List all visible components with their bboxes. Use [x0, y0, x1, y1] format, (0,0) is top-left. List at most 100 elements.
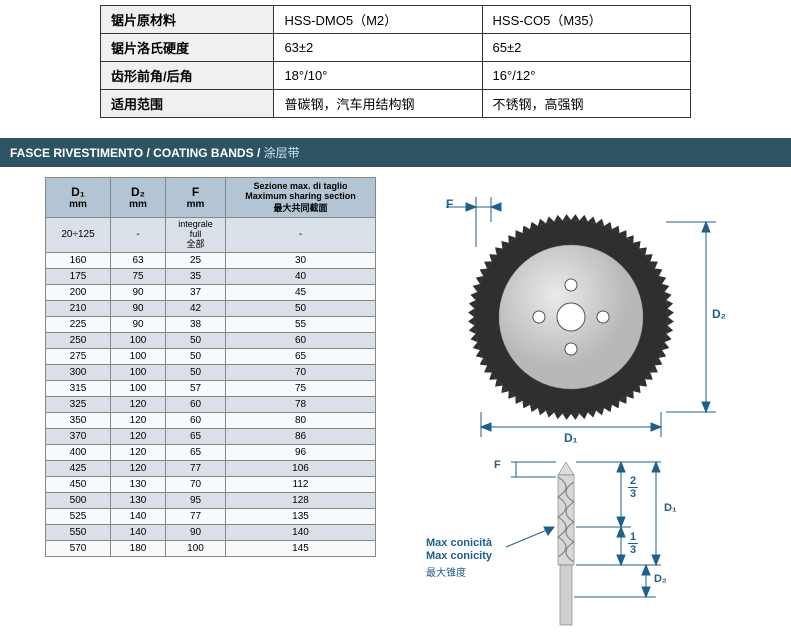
cell-f: 50 — [166, 364, 226, 380]
disc-label-d2: D₂ — [712, 307, 726, 321]
frac-23-den: 3 — [628, 490, 638, 500]
cell-section: 70 — [226, 364, 376, 380]
spec-label: 锯片原材料 — [101, 6, 274, 34]
cell-section: 128 — [226, 492, 376, 508]
cell-d2: 140 — [111, 524, 166, 540]
spec-label: 适用范围 — [101, 90, 274, 118]
cell-d1: 175 — [46, 268, 111, 284]
table-row: 3701206586 — [46, 428, 376, 444]
cell-section: 80 — [226, 412, 376, 428]
table-row: 3251206078 — [46, 396, 376, 412]
table-row: 3151005775 — [46, 380, 376, 396]
cell-d2: 130 — [111, 476, 166, 492]
cell-d1: 450 — [46, 476, 111, 492]
cell-d1: 500 — [46, 492, 111, 508]
cell-d2: 120 — [111, 396, 166, 412]
table-row: 4001206596 — [46, 444, 376, 460]
table-row: 175753540 — [46, 268, 376, 284]
cell-d2: - — [111, 218, 166, 253]
cell-d2: 120 — [111, 428, 166, 444]
cell-f: 65 — [166, 428, 226, 444]
cell-d2: 120 — [111, 460, 166, 476]
spec-label: 锯片洛氏硬度 — [101, 34, 274, 62]
cell-d2: 100 — [111, 332, 166, 348]
cell-d1: 400 — [46, 444, 111, 460]
cell-f: 60 — [166, 412, 226, 428]
frac-13-num: 1 — [628, 533, 638, 544]
cell-d1: 350 — [46, 412, 111, 428]
cell-d2: 140 — [111, 508, 166, 524]
section-header-coating: FASCE RIVESTIMENTO / COATING BANDS / 涂层带 — [0, 138, 791, 167]
section-header-it: FASCE RIVESTIMENTO — [10, 146, 143, 160]
cell-f: 50 — [166, 348, 226, 364]
diagram-area: F D₂ D₁ — [386, 177, 761, 637]
table-row: 210904250 — [46, 300, 376, 316]
cell-section: 60 — [226, 332, 376, 348]
cell-f: 65 — [166, 444, 226, 460]
spec-row: 锯片洛氏硬度63±265±2 — [101, 34, 691, 62]
cell-section: 112 — [226, 476, 376, 492]
cell-d2: 90 — [111, 284, 166, 300]
cell-section: 55 — [226, 316, 376, 332]
cell-f: 95 — [166, 492, 226, 508]
spec-row: 锯片原材料HSS-DMO5（M2）HSS-CO5（M35） — [101, 6, 691, 34]
cell-section: 135 — [226, 508, 376, 524]
cell-section: - — [226, 218, 376, 253]
col-d1: D₁ mm — [46, 178, 111, 218]
cell-d1: 525 — [46, 508, 111, 524]
spec-val1: HSS-DMO5（M2） — [274, 6, 482, 34]
disc-svg — [416, 187, 726, 447]
cell-d1: 210 — [46, 300, 111, 316]
cell-section: 45 — [226, 284, 376, 300]
spec-val2: 不锈钢，高强钢 — [482, 90, 690, 118]
cell-d1: 425 — [46, 460, 111, 476]
cell-d1: 200 — [46, 284, 111, 300]
spec-val2: 16°/12° — [482, 62, 690, 90]
table-row: 50013095128 — [46, 492, 376, 508]
cell-section: 30 — [226, 252, 376, 268]
cell-section: 40 — [226, 268, 376, 284]
cell-d2: 90 — [111, 300, 166, 316]
cell-f: 77 — [166, 508, 226, 524]
spec-val2: HSS-CO5（M35） — [482, 6, 690, 34]
table-row: 2751005065 — [46, 348, 376, 364]
col-section: Sezione max. di taglio Maximum sharing s… — [226, 178, 376, 218]
table-row: 20÷125-integralefull全部- — [46, 218, 376, 253]
cell-d2: 100 — [111, 380, 166, 396]
drill-label-f: F — [494, 459, 501, 471]
spec-table: 锯片原材料HSS-DMO5（M2）HSS-CO5（M35）锯片洛氏硬度63±26… — [100, 5, 691, 118]
max-conicity-en: Max conicity — [426, 550, 492, 562]
cell-d1: 20÷125 — [46, 218, 111, 253]
cell-f: 90 — [166, 524, 226, 540]
cell-section: 86 — [226, 428, 376, 444]
cell-section: 65 — [226, 348, 376, 364]
frac-13-den: 3 — [628, 546, 638, 556]
cell-section: 50 — [226, 300, 376, 316]
cell-d2: 75 — [111, 268, 166, 284]
table-row: 160632530 — [46, 252, 376, 268]
cell-d2: 130 — [111, 492, 166, 508]
cell-d1: 250 — [46, 332, 111, 348]
cell-f: 38 — [166, 316, 226, 332]
cell-section: 145 — [226, 540, 376, 556]
cell-d1: 275 — [46, 348, 111, 364]
table-row: 3501206080 — [46, 412, 376, 428]
spec-val1: 63±2 — [274, 34, 482, 62]
table-row: 200903745 — [46, 284, 376, 300]
table-row: 2501005060 — [46, 332, 376, 348]
cell-section: 140 — [226, 524, 376, 540]
cell-d1: 370 — [46, 428, 111, 444]
cell-section: 75 — [226, 380, 376, 396]
cell-d1: 225 — [46, 316, 111, 332]
table-row: 570180100145 — [46, 540, 376, 556]
spec-row: 齿形前角/后角18°/10°16°/12° — [101, 62, 691, 90]
table-row: 3001005070 — [46, 364, 376, 380]
table-row: 52514077135 — [46, 508, 376, 524]
cell-f: 70 — [166, 476, 226, 492]
section-header-cn: 涂层带 — [264, 146, 300, 160]
drill-diagram: F D₁ D₂ 2 3 1 3 Max conicità Max conicit… — [416, 457, 726, 637]
table-row: 42512077106 — [46, 460, 376, 476]
max-conicity-cn: 最大锥度 — [426, 564, 466, 579]
spec-val2: 65±2 — [482, 34, 690, 62]
spec-val1: 18°/10° — [274, 62, 482, 90]
